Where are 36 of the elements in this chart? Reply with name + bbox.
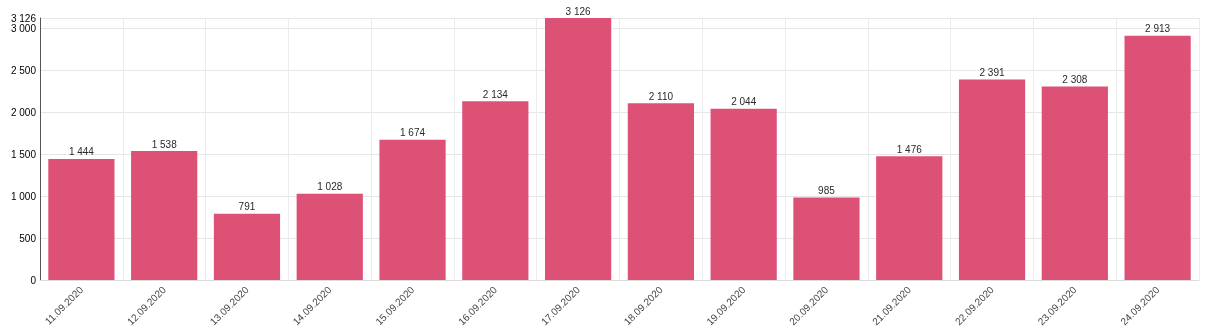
data-label: 1 674 <box>400 127 426 139</box>
y-tick-label: 1 000 <box>10 190 37 202</box>
data-label: 2 913 <box>1145 23 1171 35</box>
bar <box>296 193 363 280</box>
bar <box>876 156 943 280</box>
data-label: 2 044 <box>731 96 757 108</box>
bar <box>793 197 860 280</box>
bar <box>1041 86 1108 280</box>
data-label: 1 538 <box>151 138 178 150</box>
bar <box>627 103 695 280</box>
bar <box>131 151 198 280</box>
data-label: 985 <box>818 184 836 196</box>
bar <box>462 101 529 280</box>
bar <box>710 108 777 280</box>
data-label: 2 308 <box>1062 74 1088 86</box>
bar <box>1124 35 1191 280</box>
y-tick-label: 3 126 <box>10 12 37 24</box>
bar <box>544 18 612 280</box>
data-label: 791 <box>238 201 256 213</box>
y-tick-label: 3 000 <box>10 23 37 35</box>
data-label: 3 126 <box>565 5 592 17</box>
data-label: 2 134 <box>482 88 509 100</box>
y-tick-label: 2 000 <box>10 106 37 118</box>
bar <box>213 213 281 280</box>
data-label: 2 391 <box>979 67 1005 79</box>
data-label: 1 028 <box>317 181 343 193</box>
data-label: 2 110 <box>648 90 674 102</box>
y-tick-label: 0 <box>30 274 37 286</box>
bar <box>48 158 115 280</box>
bar <box>379 139 446 280</box>
y-tick-label: 500 <box>19 232 37 244</box>
data-label: 1 444 <box>68 146 95 158</box>
y-tick-label: 1 500 <box>10 148 37 160</box>
data-label: 1 476 <box>896 143 923 155</box>
y-tick-label: 2 500 <box>10 64 37 76</box>
bar <box>958 79 1026 280</box>
